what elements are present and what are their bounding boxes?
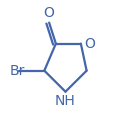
Text: Br: Br [10,64,25,78]
Text: O: O [44,6,55,20]
Text: O: O [85,37,96,51]
Text: NH: NH [55,94,76,108]
